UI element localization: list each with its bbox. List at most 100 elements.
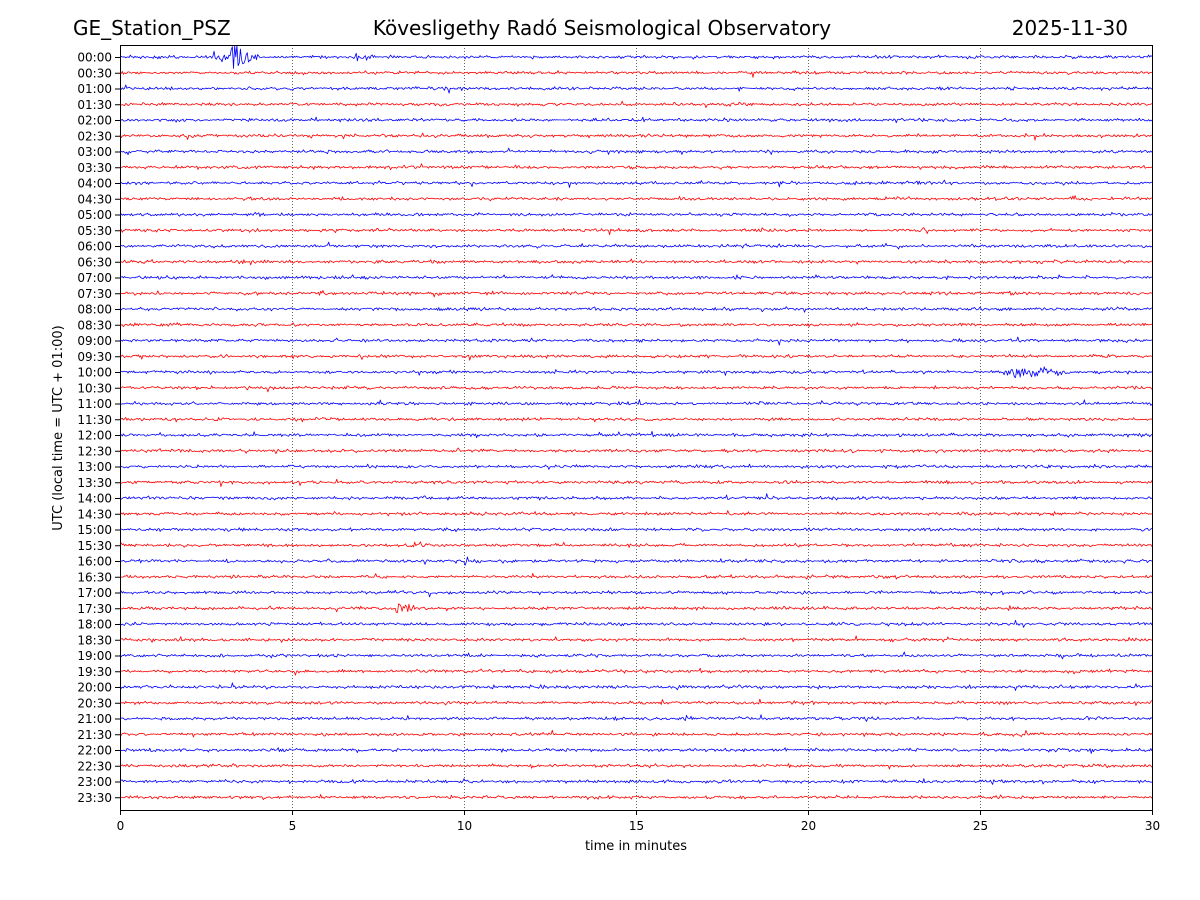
y-tick-label-0530: 05:30	[77, 224, 112, 238]
trace-0700	[119, 274, 1153, 280]
trace-0900	[119, 336, 1153, 346]
trace-1400	[119, 493, 1153, 501]
y-tick-label-1500: 15:00	[77, 523, 112, 537]
trace-2230	[119, 763, 1153, 770]
trace-0400	[119, 179, 1153, 188]
trace-1930	[119, 667, 1153, 676]
y-tick-label-0500: 05:00	[77, 208, 112, 222]
trace-1200	[119, 430, 1153, 439]
y-tick-label-1830: 18:30	[77, 633, 112, 647]
trace-0130	[119, 100, 1153, 108]
x-tick-label-15: 15	[629, 819, 644, 833]
trace-0630	[119, 258, 1153, 266]
station-title: GE_Station_PSZ	[73, 16, 231, 40]
y-tick-label-0330: 03:30	[77, 161, 112, 175]
trace-1730	[119, 603, 1153, 613]
y-tick-label-0200: 02:00	[77, 114, 112, 128]
trace-0100	[119, 84, 1153, 94]
trace-0830	[119, 322, 1153, 328]
y-tick-label-2330: 23:30	[77, 791, 112, 805]
trace-0730	[119, 289, 1153, 298]
y-tick-label-0130: 01:30	[77, 98, 112, 112]
x-tick-label-10: 10	[457, 819, 472, 833]
trace-1230	[119, 447, 1153, 455]
trace-1830	[119, 635, 1153, 643]
y-tick-label-0730: 07:30	[77, 287, 112, 301]
y-tick-label-1600: 16:00	[77, 555, 112, 569]
y-tick-label-2200: 22:00	[77, 744, 112, 758]
y-tick-label-0700: 07:00	[77, 271, 112, 285]
y-tick-label-0030: 00:30	[77, 66, 112, 80]
trace-1700	[119, 589, 1153, 598]
trace-0600	[119, 241, 1153, 250]
trace-1430	[119, 510, 1153, 517]
y-tick-label-0100: 01:00	[77, 82, 112, 96]
y-tick-label-1030: 10:30	[77, 381, 112, 395]
y-tick-label-0930: 09:30	[77, 350, 112, 364]
y-tick-label-2000: 20:00	[77, 681, 112, 695]
trace-0500	[119, 211, 1153, 217]
y-tick-label-0900: 09:00	[77, 334, 112, 348]
y-tick-label-1930: 19:30	[77, 665, 112, 679]
trace-1900	[119, 651, 1153, 660]
y-tick-label-1730: 17:30	[77, 602, 112, 616]
y-tick-label-2100: 21:00	[77, 712, 112, 726]
y-tick-label-1130: 11:30	[77, 413, 112, 427]
y-tick-label-1300: 13:00	[77, 460, 112, 474]
y-tick-label-1330: 13:30	[77, 476, 112, 490]
x-tick-label-25: 25	[973, 819, 988, 833]
y-tick-label-0800: 08:00	[77, 303, 112, 317]
y-tick-label-0630: 06:30	[77, 255, 112, 269]
chart-title: Kövesligethy Radó Seismological Observat…	[373, 16, 831, 40]
trace-0330	[119, 163, 1153, 171]
x-tick-label-5: 5	[289, 819, 297, 833]
y-tick-label-2230: 22:30	[77, 759, 112, 773]
y-tick-label-1700: 17:00	[77, 586, 112, 600]
trace-0430	[119, 195, 1153, 202]
x-tick-label-0: 0	[117, 819, 125, 833]
trace-0200	[119, 116, 1153, 124]
trace-1630	[119, 572, 1153, 580]
trace-0530	[119, 227, 1153, 236]
trace-2300	[119, 778, 1153, 785]
y-tick-label-1800: 18:00	[77, 618, 112, 632]
y-tick-label-1630: 16:30	[77, 570, 112, 584]
trace-1530	[119, 541, 1153, 548]
trace-1800	[119, 619, 1153, 628]
y-tick-label-1430: 14:30	[77, 507, 112, 521]
y-tick-label-0400: 04:00	[77, 177, 112, 191]
y-tick-label-0230: 02:30	[77, 129, 112, 143]
y-tick-label-0430: 04:30	[77, 192, 112, 206]
trace-1600	[119, 556, 1153, 566]
y-tick-label-0830: 08:30	[77, 318, 112, 332]
x-tick-label-30: 30	[1145, 819, 1160, 833]
plot-area-frame	[120, 45, 1153, 811]
trace-2100	[119, 714, 1153, 722]
y-axis-label: UTC (local time = UTC + 01:00)	[51, 325, 66, 530]
y-tick-label-0600: 06:00	[77, 240, 112, 254]
trace-2200	[119, 747, 1153, 754]
trace-1100	[119, 399, 1153, 406]
trace-1030	[119, 385, 1153, 393]
seismic-traces	[119, 44, 1153, 801]
y-tick-label-1400: 14:00	[77, 492, 112, 506]
y-tick-label-1900: 19:00	[77, 649, 112, 663]
y-tick-label-2130: 21:30	[77, 728, 112, 742]
trace-2130	[119, 729, 1153, 738]
trace-0000	[119, 44, 1153, 69]
trace-1330	[119, 478, 1153, 487]
y-tick-label-1000: 10:00	[77, 366, 112, 380]
date-title: 2025-11-30	[1012, 16, 1128, 40]
trace-0800	[119, 306, 1153, 313]
y-tick-label-2030: 20:30	[77, 696, 112, 710]
x-tick-label-20: 20	[801, 819, 816, 833]
trace-2330	[119, 794, 1153, 801]
trace-1000	[119, 366, 1153, 378]
x-axis-ticks: 0 5 10 15 20 25 30	[117, 810, 1160, 833]
y-tick-label-0300: 03:00	[77, 145, 112, 159]
y-tick-label-1200: 12:00	[77, 429, 112, 443]
y-tick-label-2300: 23:00	[77, 775, 112, 789]
trace-0300	[119, 147, 1153, 156]
trace-0930	[119, 353, 1153, 361]
x-axis-label: time in minutes	[585, 839, 687, 854]
